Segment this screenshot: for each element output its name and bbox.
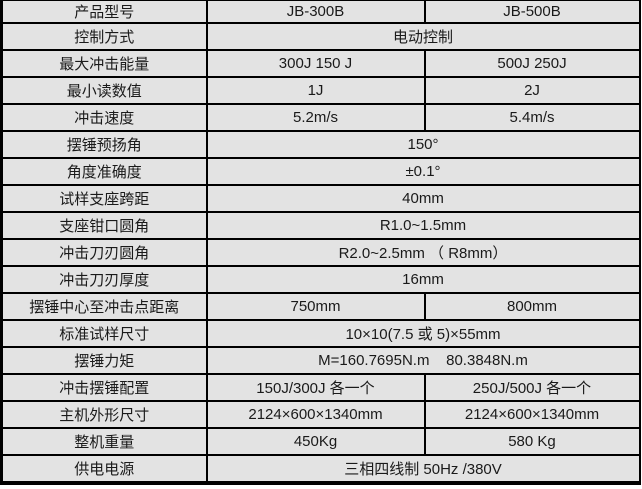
row-product-model-label: 产品型号: [0, 0, 208, 24]
row-machine-dimensions-label: 主机外形尺寸: [0, 400, 208, 429]
row-standard-specimen-size: 标准试样尺寸 10×10(7.5 或 5)×55mm: [0, 319, 641, 348]
machine-dimensions-jb300b: 2124×600×1340mm: [205, 400, 426, 429]
blade-thickness-value: 16mm: [205, 265, 641, 294]
row-min-reading: 最小读数值 1J 2J: [0, 76, 641, 105]
max-impact-energy-jb300b: 300J 150 J: [205, 49, 426, 78]
machine-weight-jb300b: 450Kg: [205, 427, 426, 456]
row-pendulum-pre-raise-angle: 摆锤预扬角 150°: [0, 130, 641, 159]
row-machine-weight: 整机重量 450Kg 580 Kg: [0, 427, 641, 456]
row-control-mode-label: 控制方式: [0, 22, 208, 51]
row-control-mode: 控制方式 电动控制: [0, 22, 641, 51]
machine-weight-jb500b: 580 Kg: [423, 427, 641, 456]
row-power-supply-label: 供电电源: [0, 454, 208, 484]
pendulum-center-distance-jb500b: 800mm: [423, 292, 641, 321]
row-specimen-support-span-label: 试样支座跨距: [0, 184, 208, 213]
row-max-impact-energy-label: 最大冲击能量: [0, 49, 208, 78]
control-mode-value: 电动控制: [205, 22, 641, 51]
pendulum-configuration-jb300b: 150J/300J 各一个: [205, 373, 426, 402]
pendulum-pre-raise-angle-value: 150°: [205, 130, 641, 159]
row-blade-edge-radius: 冲击刀刃圆角 R2.0~2.5mm （ R8mm）: [0, 238, 641, 267]
row-pendulum-configuration-label: 冲击摆锤配置: [0, 373, 208, 402]
product-model-jb500b: JB-500B: [423, 0, 641, 24]
row-machine-dimensions: 主机外形尺寸 2124×600×1340mm 2124×600×1340mm: [0, 400, 641, 429]
row-pendulum-moment: 摆锤力矩 M=160.7695N.m 80.3848N.m: [0, 346, 641, 375]
row-pendulum-center-distance: 摆锤中心至冲击点距离 750mm 800mm: [0, 292, 641, 321]
angle-accuracy-value: ±0.1°: [205, 157, 641, 186]
row-support-jaw-radius-label: 支座钳口圆角: [0, 211, 208, 240]
row-support-jaw-radius: 支座钳口圆角 R1.0~1.5mm: [0, 211, 641, 240]
row-pendulum-pre-raise-angle-label: 摆锤预扬角: [0, 130, 208, 159]
impact-speed-jb500b: 5.4m/s: [423, 103, 641, 132]
row-pendulum-configuration: 冲击摆锤配置 150J/300J 各一个 250J/500J 各一个: [0, 373, 641, 402]
product-model-jb300b: JB-300B: [205, 0, 426, 24]
row-angle-accuracy-label: 角度准确度: [0, 157, 208, 186]
pendulum-moment-value: M=160.7695N.m 80.3848N.m: [205, 346, 641, 375]
row-pendulum-moment-label: 摆锤力矩: [0, 346, 208, 375]
row-angle-accuracy: 角度准确度 ±0.1°: [0, 157, 641, 186]
row-power-supply: 供电电源 三相四线制 50Hz /380V: [0, 454, 641, 484]
standard-specimen-size-value: 10×10(7.5 或 5)×55mm: [205, 319, 641, 348]
row-max-impact-energy: 最大冲击能量 300J 150 J 500J 250J: [0, 49, 641, 78]
support-jaw-radius-value: R1.0~1.5mm: [205, 211, 641, 240]
row-pendulum-center-distance-label: 摆锤中心至冲击点距离: [0, 292, 208, 321]
row-min-reading-label: 最小读数值: [0, 76, 208, 105]
min-reading-jb500b: 2J: [423, 76, 641, 105]
power-supply-value: 三相四线制 50Hz /380V: [205, 454, 641, 484]
machine-dimensions-jb500b: 2124×600×1340mm: [423, 400, 641, 429]
row-specimen-support-span: 试样支座跨距 40mm: [0, 184, 641, 213]
blade-edge-radius-value: R2.0~2.5mm （ R8mm）: [205, 238, 641, 267]
row-blade-thickness: 冲击刀刃厚度 16mm: [0, 265, 641, 294]
min-reading-jb300b: 1J: [205, 76, 426, 105]
row-impact-speed: 冲击速度 5.2m/s 5.4m/s: [0, 103, 641, 132]
pendulum-center-distance-jb300b: 750mm: [205, 292, 426, 321]
specimen-support-span-value: 40mm: [205, 184, 641, 213]
row-blade-thickness-label: 冲击刀刃厚度: [0, 265, 208, 294]
row-impact-speed-label: 冲击速度: [0, 103, 208, 132]
row-machine-weight-label: 整机重量: [0, 427, 208, 456]
row-standard-specimen-size-label: 标准试样尺寸: [0, 319, 208, 348]
row-product-model: 产品型号 JB-300B JB-500B: [0, 0, 641, 24]
row-blade-edge-radius-label: 冲击刀刃圆角: [0, 238, 208, 267]
pendulum-configuration-jb500b: 250J/500J 各一个: [423, 373, 641, 402]
impact-speed-jb300b: 5.2m/s: [205, 103, 426, 132]
max-impact-energy-jb500b: 500J 250J: [423, 49, 641, 78]
